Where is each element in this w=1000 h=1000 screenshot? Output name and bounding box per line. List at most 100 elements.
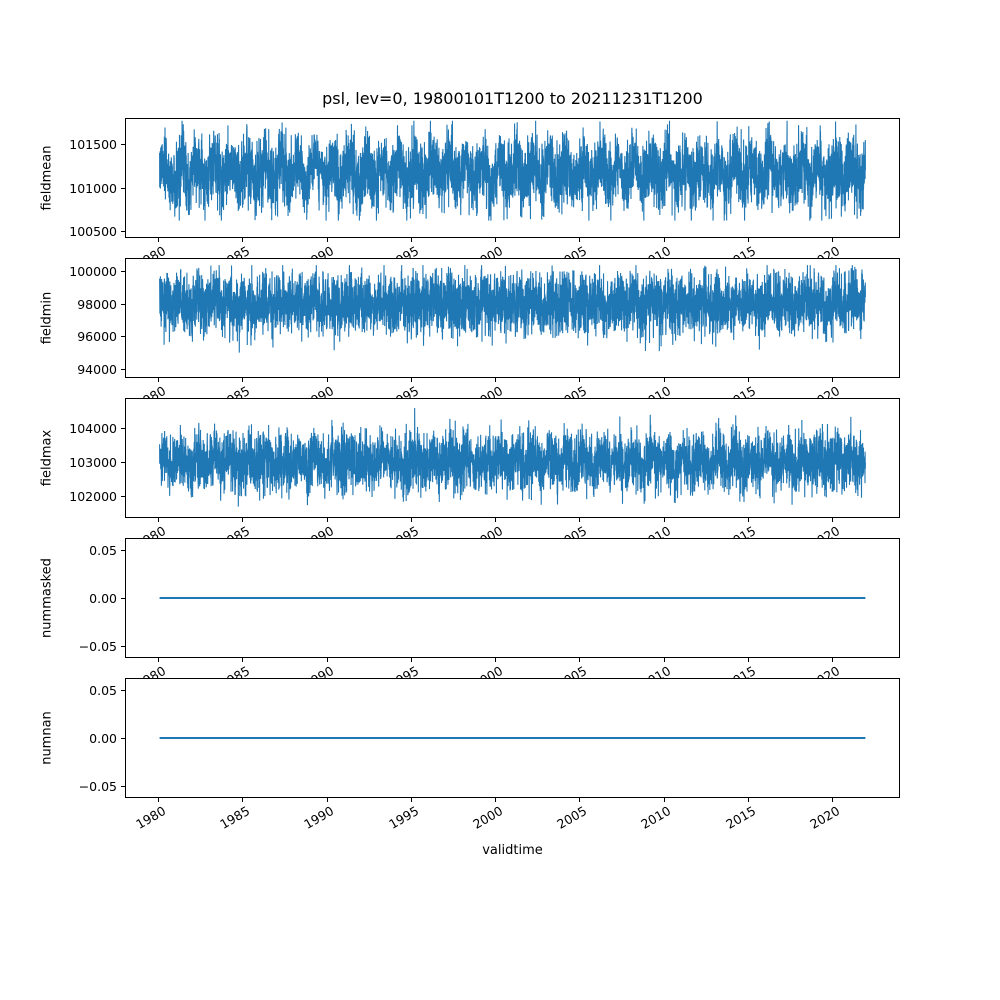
x-tick-label: 1980	[133, 803, 169, 832]
x-tick-mark	[158, 238, 160, 242]
x-axis-label: validtime	[482, 843, 543, 858]
y-axis-label-fieldmean: fieldmean	[39, 145, 55, 211]
x-tick-mark	[326, 238, 328, 242]
subplot-nummasked: nummasked −0.050.000.0519801985199019952…	[0, 538, 1000, 692]
x-tick-mark	[832, 658, 834, 662]
x-tick-mark	[495, 518, 497, 522]
y-tick-mark	[121, 645, 125, 647]
x-tick-mark	[747, 658, 749, 662]
y-tick-mark	[121, 597, 125, 599]
x-tick-mark	[495, 378, 497, 382]
plot-area	[126, 539, 899, 657]
x-tick-mark	[410, 798, 412, 802]
x-tick-label: 1995	[385, 803, 421, 832]
x-tick-mark	[242, 798, 244, 802]
y-tick-label: 0.00	[89, 590, 117, 606]
x-tick-mark	[579, 658, 581, 662]
plot-area	[126, 399, 899, 517]
subplot-fieldmin: fieldmin 9400096000980001000001980198519…	[0, 258, 1000, 412]
x-tick-mark	[663, 518, 665, 522]
x-tick-label: 1985	[217, 803, 253, 832]
subplot-numnan: numnan −0.05 0.00 0.05 1980 1985 1990 1995 2000…	[0, 678, 1000, 832]
x-tick-mark	[242, 518, 244, 522]
plot-area	[126, 259, 899, 377]
y-tick-mark	[121, 428, 125, 430]
x-tick-label: 2020	[807, 803, 843, 832]
axes-box-fieldmin	[125, 258, 900, 378]
x-tick-label: 2010	[638, 803, 674, 832]
x-tick-mark	[158, 378, 160, 382]
axes-box-numnan	[125, 678, 900, 798]
plot-area	[126, 679, 899, 797]
y-tick-label: 96000	[77, 329, 117, 345]
y-tick-mark	[121, 369, 125, 371]
y-tick-label: 103000	[69, 455, 117, 471]
x-tick-mark	[326, 798, 328, 802]
x-tick-mark	[579, 518, 581, 522]
y-tick-label: 101000	[69, 180, 117, 196]
x-tick-mark	[663, 378, 665, 382]
y-tick-mark	[121, 496, 125, 498]
x-tick-mark	[579, 378, 581, 382]
y-tick-label: 101500	[69, 136, 117, 152]
x-tick-mark	[410, 658, 412, 662]
y-tick-label: 102000	[69, 489, 117, 505]
y-tick-mark	[121, 737, 125, 739]
y-tick-mark	[121, 689, 125, 691]
y-tick-mark	[121, 549, 125, 551]
x-tick-mark	[747, 518, 749, 522]
x-tick-label: 1990	[301, 803, 337, 832]
y-tick-label: −0.05	[78, 778, 117, 794]
x-tick-label: 2015	[722, 803, 758, 832]
x-tick-mark	[158, 518, 160, 522]
y-tick-mark	[121, 187, 125, 189]
x-tick-label: 2000	[470, 803, 506, 832]
y-tick-mark	[121, 231, 125, 233]
subplot-fieldmax: fieldmax 1020001030001040001980198519901…	[0, 398, 1000, 552]
axes-box-fieldmean	[125, 118, 900, 238]
axes-box-fieldmax	[125, 398, 900, 518]
x-tick-mark	[158, 798, 160, 802]
y-tick-mark	[121, 462, 125, 464]
axes-box-nummasked	[125, 538, 900, 658]
x-tick-mark	[832, 238, 834, 242]
x-tick-mark	[158, 658, 160, 662]
x-tick-mark	[242, 378, 244, 382]
plot-line-fieldmax	[160, 408, 866, 507]
x-tick-mark	[832, 378, 834, 382]
x-tick-mark	[579, 238, 581, 242]
y-tick-mark	[121, 336, 125, 338]
x-tick-mark	[832, 518, 834, 522]
x-tick-label: 2005	[554, 803, 590, 832]
plot-line-fieldmin	[160, 265, 866, 353]
y-tick-label: 94000	[77, 362, 117, 378]
figure-title: psl, lev=0, 19800101T1200 to 20211231T12…	[322, 89, 703, 108]
plot-area	[126, 119, 899, 237]
y-tick-label: 98000	[77, 296, 117, 312]
subplot-fieldmean: fieldmean 100500101000101500198019851990…	[0, 118, 1000, 272]
y-tick-mark	[121, 785, 125, 787]
x-tick-mark	[495, 658, 497, 662]
x-tick-mark	[326, 518, 328, 522]
x-tick-mark	[410, 378, 412, 382]
x-tick-mark	[242, 658, 244, 662]
x-tick-mark	[495, 798, 497, 802]
x-tick-mark	[747, 238, 749, 242]
y-tick-label: 100000	[69, 263, 117, 279]
x-tick-mark	[747, 378, 749, 382]
y-tick-label: 104000	[69, 421, 117, 437]
x-tick-mark	[326, 658, 328, 662]
x-tick-mark	[663, 798, 665, 802]
x-tick-mark	[495, 238, 497, 242]
x-tick-mark	[326, 378, 328, 382]
plot-line-fieldmean	[160, 121, 866, 221]
y-tick-label: 100500	[69, 224, 117, 240]
x-tick-mark	[410, 238, 412, 242]
y-tick-mark	[121, 303, 125, 305]
x-tick-mark	[242, 238, 244, 242]
y-tick-label: 0.00	[89, 730, 117, 746]
x-tick-mark	[832, 798, 834, 802]
x-tick-mark	[747, 798, 749, 802]
y-tick-mark	[121, 143, 125, 145]
